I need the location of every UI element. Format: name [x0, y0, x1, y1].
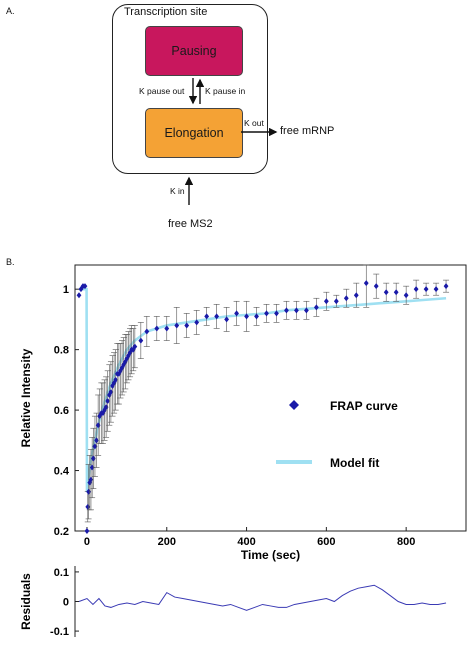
- frap-point: [304, 307, 309, 314]
- frap-point: [111, 379, 117, 386]
- elongation-state: Elongation: [145, 108, 243, 158]
- frap-point: [184, 322, 190, 329]
- frap-point: [144, 328, 150, 335]
- frap-point: [343, 295, 349, 302]
- frap-point: [284, 307, 289, 314]
- frap-point: [94, 437, 99, 444]
- x-axis-label: Time (sec): [241, 548, 300, 562]
- pausing-state: Pausing: [145, 26, 243, 76]
- frap-point: [89, 464, 95, 471]
- k-pause-in-label: K pause in: [205, 86, 246, 96]
- y-tick-label: 0.8: [54, 345, 69, 357]
- legend-label-frap: FRAP curve: [330, 399, 398, 413]
- frap-point: [108, 388, 114, 395]
- frap-point: [174, 322, 180, 329]
- frap-point: [423, 286, 429, 293]
- frap-point: [138, 337, 144, 344]
- diagram-arrows: [184, 78, 278, 205]
- k-out-label: K out: [244, 118, 264, 128]
- frap-point: [224, 316, 230, 323]
- pausing-label: Pausing: [171, 44, 217, 58]
- panel-b-label: B.: [6, 257, 15, 267]
- y-tick-label: 1: [63, 284, 69, 296]
- residuals-y-tick-label: -0.1: [50, 626, 69, 638]
- frap-point: [90, 455, 96, 462]
- frap-point: [97, 413, 103, 420]
- frap-point: [443, 283, 449, 290]
- frap-point: [353, 292, 359, 299]
- legend-marker-frap: [289, 400, 299, 410]
- frap-point: [85, 503, 91, 510]
- frap-point: [121, 361, 127, 368]
- elongation-label: Elongation: [164, 126, 224, 140]
- frap-point: [274, 310, 279, 317]
- residuals-line: [78, 584, 447, 611]
- frap-point: [103, 404, 109, 411]
- frap-point: [413, 286, 419, 293]
- frap-point: [333, 298, 339, 305]
- frap-main-plot: 0 200 400 600 800 0.2 0.4 0.6 0.8 1 Time (sec) Rela…: [19, 264, 467, 562]
- frap-point: [82, 283, 88, 290]
- residuals-y-tick-label: 0: [63, 597, 69, 609]
- frap-point: [254, 313, 259, 320]
- frap-point: [383, 289, 389, 296]
- y-tick-label: 0.4: [54, 466, 70, 478]
- frap-point: [95, 422, 101, 429]
- frap-point: [323, 298, 329, 305]
- frap-point: [87, 479, 93, 486]
- frap-point: [403, 292, 409, 299]
- x-tick-label: 200: [158, 536, 176, 548]
- transcription-site-title: Transcription site: [124, 6, 208, 18]
- frap-point: [433, 286, 439, 293]
- panel-a-label: A.: [6, 6, 15, 16]
- legend-label-fit: Model fit: [330, 456, 379, 470]
- free-ms2-label: free MS2: [168, 218, 213, 230]
- frap-point: [113, 376, 119, 383]
- frap-point: [363, 280, 369, 287]
- residuals-axis-label: Residuals: [19, 573, 33, 630]
- y-tick-label: 0.6: [54, 405, 69, 417]
- free-mrnp-label: free mRNP: [280, 125, 335, 137]
- frap-point: [244, 313, 249, 320]
- frap-point: [194, 319, 200, 326]
- x-tick-label: 600: [317, 536, 335, 548]
- frap-point: [294, 307, 299, 314]
- frap-point: [313, 304, 319, 311]
- model-fit-line: [78, 287, 447, 492]
- frap-point: [264, 310, 269, 317]
- frap-point: [214, 313, 220, 320]
- residuals-y-tick-label: 0.1: [54, 567, 69, 579]
- residuals-plot: -0.1 0 0.1 Residuals: [19, 566, 447, 638]
- frap-point: [110, 382, 115, 389]
- x-tick-label: 800: [397, 536, 415, 548]
- k-in-label: K in: [170, 186, 185, 196]
- x-tick-label: 400: [237, 536, 255, 548]
- frap-point: [373, 283, 379, 290]
- frap-point: [124, 355, 130, 362]
- frap-point: [132, 343, 138, 350]
- y-tick-label: 0.2: [54, 526, 69, 538]
- frap-point: [84, 528, 90, 534]
- frap-point: [76, 292, 82, 299]
- frap-point: [164, 325, 170, 332]
- frap-point: [234, 310, 239, 317]
- frap-point: [105, 398, 111, 405]
- k-pause-out-label: K pause out: [139, 86, 185, 96]
- frap-point: [92, 443, 98, 450]
- frap-point: [154, 325, 160, 332]
- frap-point: [393, 289, 399, 296]
- main-plot-frame: [74, 264, 467, 532]
- x-tick-label: 0: [84, 536, 90, 548]
- frap-point: [204, 313, 210, 320]
- y-axis-label: Relative Intensity: [19, 348, 33, 447]
